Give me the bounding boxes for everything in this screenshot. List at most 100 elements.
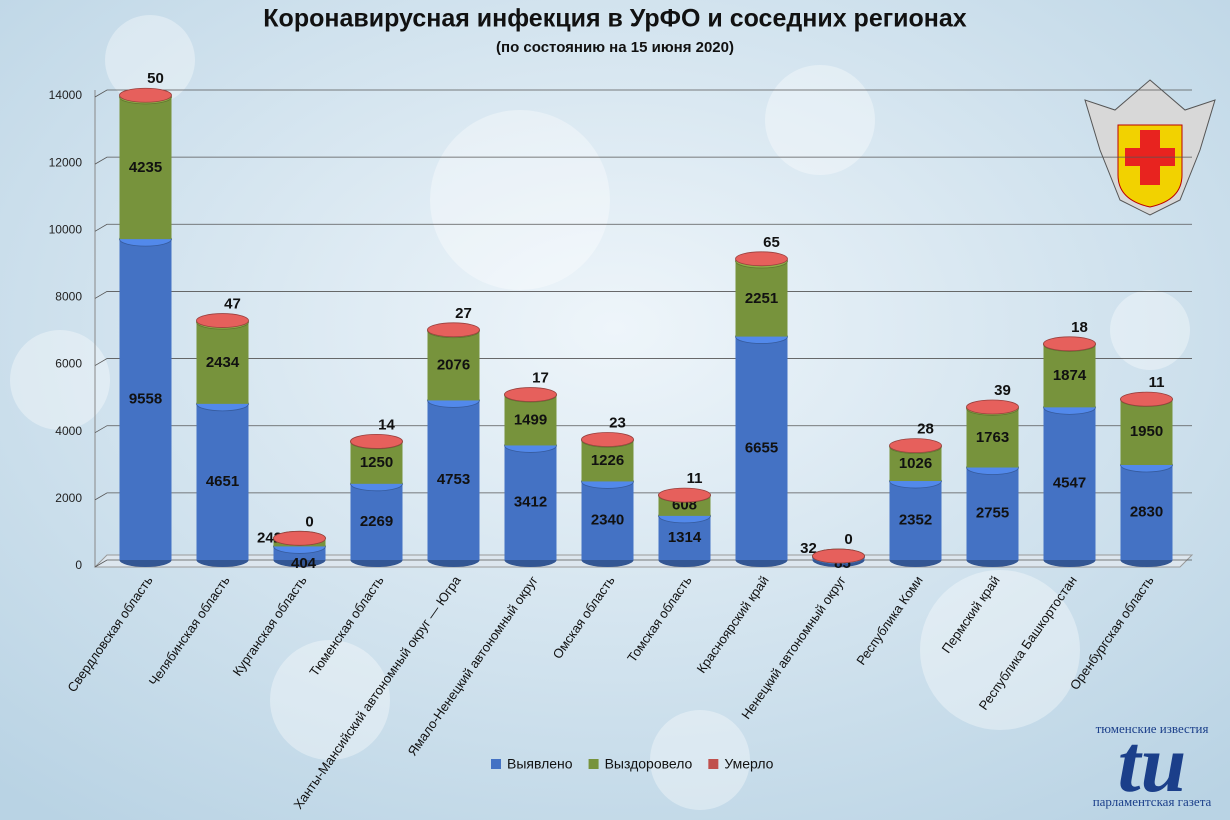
bar-segment: [966, 408, 1019, 468]
value-label: 2352: [899, 511, 932, 528]
bar-cap: [658, 487, 711, 503]
virus-decoration: [10, 15, 1190, 810]
bar-segment: [427, 330, 480, 401]
bar-cap: [735, 251, 788, 267]
brand-logo: tu: [1118, 718, 1186, 809]
branding: тюменские известия tu парламентская газе…: [1093, 718, 1212, 809]
bar-segment: [735, 336, 788, 560]
value-label: 242: [257, 529, 282, 546]
value-label: 404: [291, 555, 317, 572]
bar-segment: [504, 445, 557, 560]
legend-swatch: [491, 759, 501, 769]
y-tick-label: 14000: [49, 88, 83, 102]
legend-label: Выздоровело: [605, 756, 693, 772]
y-tick-label: 4000: [55, 424, 82, 438]
value-label: 2251: [745, 290, 778, 307]
value-label: 2830: [1130, 503, 1163, 520]
bar-cap: [1120, 391, 1173, 407]
bar-segment: [735, 261, 788, 337]
value-label: 4753: [437, 471, 470, 488]
value-label: 0: [844, 531, 852, 548]
value-label: 27: [455, 305, 472, 322]
value-label: 2434: [206, 354, 240, 371]
legend-label: Выявлено: [507, 756, 573, 772]
grid-line: [94, 156, 1192, 165]
y-tick-label: 0: [75, 558, 82, 572]
bar-cap: [504, 387, 557, 402]
y-tick-label: 10000: [49, 222, 83, 236]
bar-segment: [196, 403, 249, 560]
value-label: 18: [1071, 319, 1088, 336]
value-label: 1226: [591, 452, 624, 469]
y-tick-label: 12000: [49, 155, 83, 169]
bar-cap: [196, 313, 249, 328]
bar-segment: [889, 481, 942, 560]
value-label: 2076: [437, 357, 470, 374]
y-tick-label: 2000: [55, 491, 82, 505]
floor: [93, 554, 1194, 568]
bar-cap: [119, 87, 172, 103]
value-label: 1250: [360, 454, 393, 471]
bar-cap: [581, 432, 634, 447]
bar-segment: [581, 481, 634, 560]
bar-segment: [427, 400, 480, 560]
grid-line: [94, 291, 1192, 299]
value-label: 4235: [129, 159, 162, 176]
bar-cap: [273, 530, 326, 546]
value-label: 4547: [1053, 475, 1086, 492]
value-label: 1763: [976, 429, 1009, 446]
bar-cap: [812, 548, 865, 564]
value-label: 47: [224, 296, 241, 313]
bar-cap: [889, 438, 942, 454]
y-tick-label: 6000: [55, 357, 82, 371]
bar-segment: [196, 322, 249, 404]
value-label: 11: [687, 470, 703, 487]
value-label: 6655: [745, 439, 778, 456]
value-label: 65: [763, 234, 780, 251]
value-label: 17: [532, 370, 549, 387]
value-label: 2755: [976, 505, 1009, 522]
chart-subtitle: (по состоянию на 15 июня 2020): [496, 39, 734, 56]
brand-bottom: парламентская газета: [1093, 794, 1212, 809]
value-label: 11: [1149, 374, 1165, 391]
bar-segment: [1043, 407, 1096, 560]
legend-swatch: [588, 759, 599, 769]
value-label: 50: [147, 70, 164, 87]
value-label: 14: [378, 416, 395, 433]
bar-cap: [350, 433, 403, 449]
bar-segment: [119, 96, 172, 240]
y-tick-label: 8000: [55, 290, 82, 304]
bar-segment: [119, 239, 172, 561]
bar-segment: [350, 483, 403, 560]
bar-segment: [1043, 344, 1096, 408]
grid-line: [94, 358, 1192, 366]
value-label: 1314: [668, 529, 702, 546]
value-label: 4651: [206, 473, 239, 490]
bar-segment: [1120, 399, 1173, 465]
bar-cap: [966, 399, 1019, 415]
value-label: 28: [917, 421, 934, 438]
chart-title: Коронавирусная инфекция в УрФО и соседни…: [263, 5, 966, 33]
bar-segment: [966, 467, 1019, 560]
value-label: 1950: [1130, 423, 1163, 440]
value-label: 39: [994, 382, 1011, 399]
value-label: 0: [305, 513, 313, 530]
legend-label: Умерло: [724, 756, 773, 772]
bar-segment: [504, 395, 557, 446]
value-label: 1499: [514, 411, 547, 428]
bar-cap: [427, 322, 480, 338]
value-label: 2340: [591, 512, 624, 529]
value-label: 2269: [360, 513, 393, 530]
bar-cap: [1043, 336, 1096, 352]
value-label: 1026: [899, 455, 932, 472]
brand-top: тюменские известия: [1096, 721, 1209, 736]
value-label: 23: [609, 414, 626, 431]
bar-segment: [1120, 464, 1173, 560]
value-label: 9558: [129, 391, 162, 408]
legend-swatch: [708, 759, 719, 769]
value-label: 1874: [1053, 367, 1087, 384]
value-label: 32: [800, 540, 817, 557]
value-label: 3412: [514, 494, 547, 511]
grid-line: [94, 492, 1192, 501]
